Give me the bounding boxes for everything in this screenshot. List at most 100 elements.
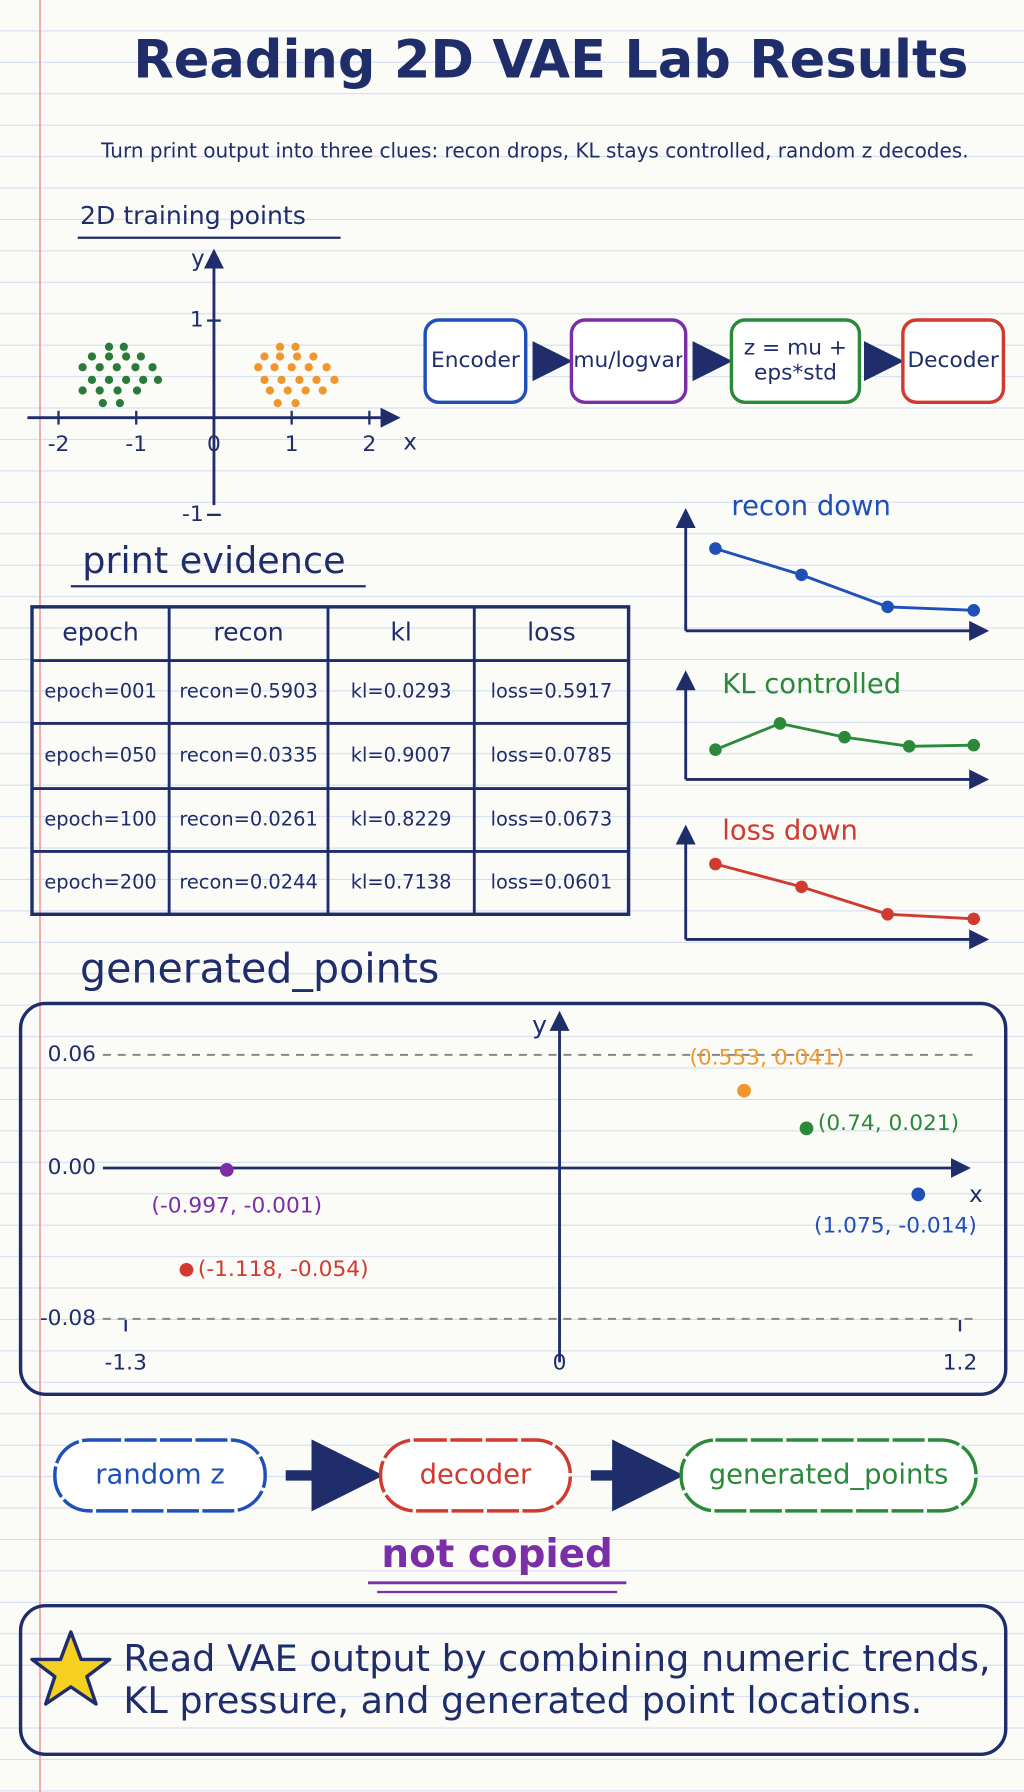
training-point <box>115 399 125 408</box>
trend-title: recon down <box>731 491 890 522</box>
label: random z <box>95 1458 225 1491</box>
y-tick-label: 1 <box>190 308 204 333</box>
y-tick-label: -0.08 <box>40 1306 96 1331</box>
trend-point <box>773 717 787 730</box>
training-point <box>295 375 304 384</box>
trend-point <box>967 738 980 752</box>
trend-point <box>967 912 980 926</box>
star-icon <box>30 1630 112 1706</box>
x-axis-label: x <box>403 429 417 455</box>
generated-point <box>737 1083 751 1098</box>
table-cell: kl=0.0293 <box>351 680 452 703</box>
trend-point <box>709 542 722 555</box>
training-point <box>309 352 318 361</box>
training-point <box>95 386 104 395</box>
flow: random z decoder generated_points <box>53 1438 978 1513</box>
training-point <box>104 342 114 351</box>
x-tick-label: -1.3 <box>105 1350 147 1375</box>
training-point <box>122 352 131 361</box>
trend-point <box>881 600 894 614</box>
point-label: (-1.118, -0.054) <box>198 1257 369 1282</box>
point-label: (0.553, 0.041) <box>689 1046 844 1071</box>
table-cell: recon=0.5903 <box>179 680 318 703</box>
x-tick-label: 2 <box>362 432 376 457</box>
training-point <box>330 375 339 384</box>
training-point <box>104 352 114 361</box>
label: mu/logvar <box>574 347 683 373</box>
label: Encoder <box>431 347 520 373</box>
title: Reading 2D VAE Lab Results <box>133 29 968 90</box>
y-tick-label: 0.00 <box>48 1155 96 1180</box>
generated-point <box>799 1121 814 1136</box>
label: z = mu + eps*std <box>743 335 848 386</box>
trend-line <box>715 547 974 612</box>
point-label: (1.075, -0.014) <box>814 1213 977 1238</box>
training-point <box>265 386 275 395</box>
label-wrap: Decoder <box>907 348 998 373</box>
trend-point <box>881 908 894 921</box>
table-cell: epoch=200 <box>44 870 156 893</box>
training-point <box>322 363 331 372</box>
trend-charts: recon down KL controlled loss down <box>675 491 990 950</box>
training-point <box>312 375 321 384</box>
training-point <box>78 363 87 372</box>
x-tick-label: 1 <box>285 432 299 457</box>
x-tick-label: 0 <box>553 1350 567 1375</box>
table-cell: recon=0.0261 <box>179 808 318 831</box>
table-header: epoch <box>62 618 139 647</box>
generated-point <box>179 1262 194 1277</box>
table-cell: loss=0.0785 <box>491 744 613 767</box>
evidence-table: epoch recon kl loss epoch=001 recon=0.5903 kl=… <box>30 605 631 916</box>
table-cell: epoch=100 <box>44 808 156 831</box>
training-point <box>292 352 302 361</box>
training-point <box>291 342 300 351</box>
trend-point <box>967 604 980 617</box>
generated-point <box>911 1187 926 1202</box>
table-cell: loss=0.0673 <box>491 808 613 831</box>
label-wrap: generated_points <box>709 1459 949 1491</box>
training-point <box>139 375 148 384</box>
table-cell: loss=0.5917 <box>491 680 613 703</box>
training-point <box>287 363 296 372</box>
plot-frame <box>18 1001 1008 1396</box>
table-cell: epoch=001 <box>44 680 156 703</box>
trend-title: loss down <box>722 816 858 847</box>
trend-point <box>709 857 722 871</box>
training-point <box>119 342 128 351</box>
y-tick-label: -1 <box>182 502 204 527</box>
label-wrap: z = mu + eps*std <box>743 335 848 386</box>
x-tick-label: 0 <box>207 432 221 457</box>
training-point <box>275 352 285 361</box>
training-point <box>98 399 107 408</box>
label-wrap: decoder <box>419 1458 532 1491</box>
table-header: loss <box>527 618 576 647</box>
table-cell: recon=0.0244 <box>179 870 318 893</box>
evidence-title: print evidence <box>82 539 345 582</box>
training-point <box>136 352 146 361</box>
trend-point <box>795 880 808 894</box>
y-axis-label: y <box>191 246 205 272</box>
label: decoder <box>419 1458 532 1491</box>
trend-point <box>902 740 916 753</box>
trend-point <box>709 743 722 756</box>
pipeline-node <box>729 318 862 404</box>
label-wrap: random z <box>95 1458 225 1491</box>
table-header: kl <box>390 618 412 647</box>
training-point <box>122 375 131 384</box>
flow-cloud <box>679 1438 978 1513</box>
generated-point <box>219 1163 234 1177</box>
point-label: (0.74, 0.021) <box>818 1111 959 1136</box>
training-point <box>78 386 87 395</box>
generated-plot: y 0.06 0.00 -0.08 x -1.3 0 1.2 (-0.997, -0.001) (… <box>40 1010 983 1375</box>
training-point <box>277 375 286 384</box>
table-cell: kl=0.8229 <box>351 808 452 831</box>
training-point <box>291 399 300 408</box>
footer-box <box>18 1604 1008 1756</box>
pipeline-node <box>423 318 528 404</box>
table-cell: loss=0.0601 <box>491 870 613 893</box>
table-cell: kl=0.9007 <box>351 744 452 767</box>
training-point <box>304 363 313 372</box>
